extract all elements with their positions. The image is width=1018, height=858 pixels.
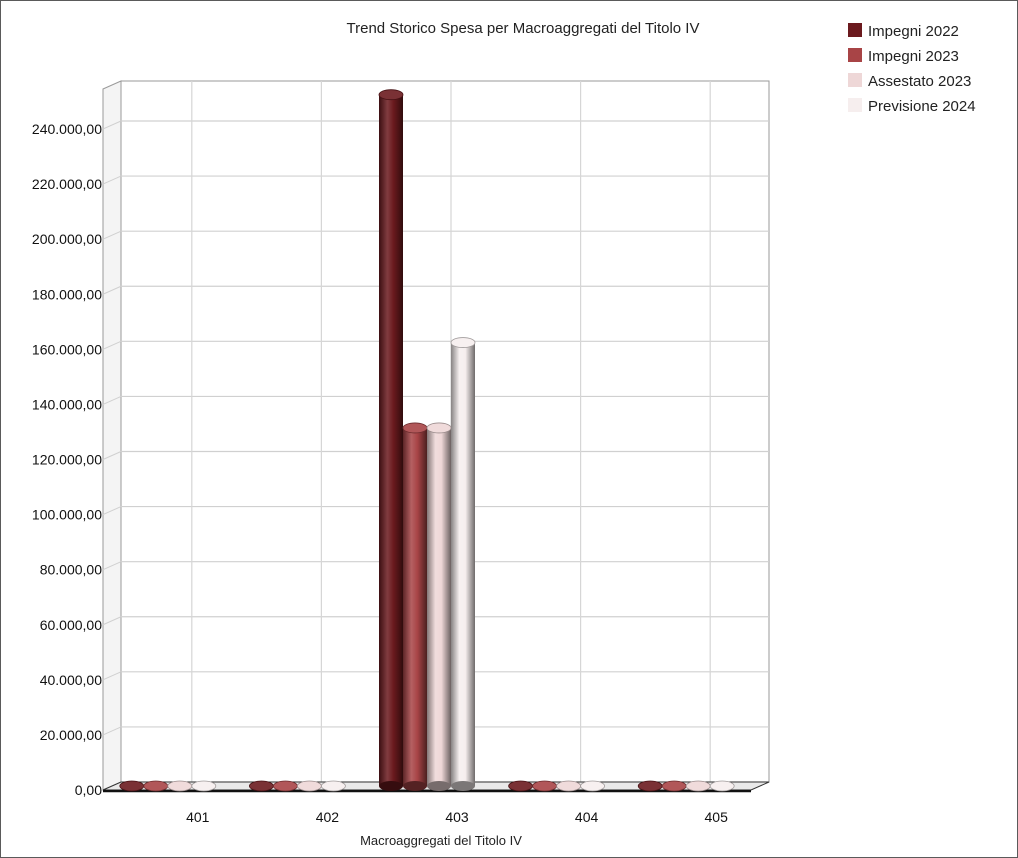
bar <box>580 780 605 792</box>
legend: Impegni 2022 Impegni 2023 Assestato 2023 Pr… <box>848 23 976 115</box>
x-axis-label: Macroaggregati del Titolo IV <box>360 833 522 848</box>
legend-label: Impegni 2023 <box>868 48 959 65</box>
legend-item: Previsione 2024 <box>848 98 976 115</box>
bar <box>556 780 581 792</box>
bar <box>167 780 193 792</box>
y-tick-label: 200.000,00 <box>32 231 102 247</box>
y-tick-label: 60.000,00 <box>40 617 102 633</box>
y-tick-label: 140.000,00 <box>32 396 102 412</box>
gridline-h-depth <box>102 726 122 736</box>
legend-item: Impegni 2023 <box>848 48 959 65</box>
legend-swatch <box>848 98 862 112</box>
bar <box>320 780 346 792</box>
y-tick-label: 240.000,00 <box>32 121 102 137</box>
bar <box>402 422 428 791</box>
y-tick-label: 20.000,00 <box>40 727 102 743</box>
bar <box>191 780 217 792</box>
gridline-h-depth <box>102 506 122 516</box>
x-tick-label: 401 <box>186 809 210 825</box>
bar <box>709 780 735 792</box>
y-tick-label: 40.000,00 <box>40 672 102 688</box>
y-axis: 0,00 20.000,00 40.000,00 60.000,00 80.000,00… <box>32 121 102 798</box>
y-tick-label: 120.000,00 <box>32 452 102 468</box>
bar <box>426 422 452 791</box>
legend-label: Impegni 2022 <box>868 23 959 40</box>
legend-swatch <box>848 48 862 62</box>
chart-title: Trend Storico Spesa per Macroaggregati d… <box>347 20 700 37</box>
legend-swatch <box>848 73 862 87</box>
x-tick-label: 402 <box>316 809 340 825</box>
legend-item: Assestato 2023 <box>848 73 971 90</box>
gridline-h-depth <box>102 451 122 460</box>
bar <box>685 780 711 792</box>
gridline-h-depth <box>102 561 122 571</box>
gridline-h-depth <box>102 395 122 405</box>
y-tick-label: 160.000,00 <box>32 341 102 357</box>
x-tick-label: 404 <box>575 809 599 825</box>
gridline-h-depth <box>102 340 122 350</box>
gridline-h-depth <box>102 175 122 185</box>
bar <box>532 780 557 792</box>
bar <box>661 780 687 792</box>
bar <box>143 780 169 792</box>
bars <box>119 89 735 792</box>
gridline-h-depth <box>102 616 122 626</box>
y-tick-label: 100.000,00 <box>32 507 102 523</box>
bar <box>296 780 322 792</box>
bar <box>508 780 533 792</box>
gridline-h-depth <box>102 285 122 295</box>
y-tick-label: 0,00 <box>75 782 102 798</box>
bar <box>119 780 145 792</box>
bar <box>272 780 298 792</box>
legend-label: Previsione 2024 <box>868 98 976 115</box>
gridline-h-depth <box>102 671 122 681</box>
gridline-h-depth <box>102 120 122 130</box>
x-tick-label: 403 <box>445 809 469 825</box>
x-axis: 401 402 403 404 405 <box>186 809 728 825</box>
legend-swatch <box>848 23 862 37</box>
y-tick-label: 180.000,00 <box>32 286 102 302</box>
x-tick-label: 405 <box>705 809 729 825</box>
y-tick-label: 220.000,00 <box>32 176 102 192</box>
gridline-h-depth <box>102 230 122 240</box>
legend-item: Impegni 2022 <box>848 23 959 40</box>
bar <box>378 89 404 791</box>
legend-label: Assestato 2023 <box>868 73 971 90</box>
bar <box>248 780 274 792</box>
bar <box>450 337 476 791</box>
y-tick-label: 80.000,00 <box>40 562 102 578</box>
bar <box>637 780 663 792</box>
